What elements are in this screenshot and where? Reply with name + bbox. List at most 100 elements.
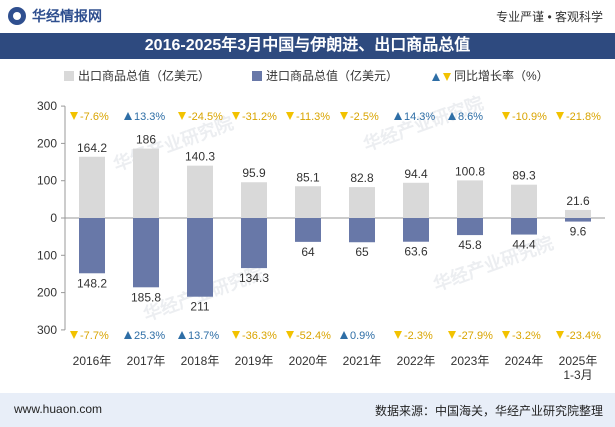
export-value-label: 186 [136,133,156,147]
import-value-label: 9.6 [570,225,587,239]
x-tick-label: 2024年 [505,354,544,368]
legend-growth-label: 同比增长率（%） [454,68,549,83]
import-bar [403,218,429,242]
import-value-label: 134.3 [239,271,269,285]
import-growth-label: 13.7% [188,330,219,342]
footer-url: www.huaon.com [14,402,103,416]
import-growth-down-icon [448,331,456,339]
export-growth-down-icon [340,112,348,120]
legend-down-triangle-icon [443,73,451,81]
import-growth-label: -7.7% [80,330,109,342]
import-growth-up-icon [340,331,348,339]
export-growth-label: -21.8% [566,111,601,123]
import-value-label: 64 [301,245,315,259]
import-bar [295,218,321,242]
import-growth-down-icon [232,331,240,339]
export-value-label: 82.8 [350,171,374,185]
top-bar: 华经情报网 专业严谨 • 客观科学 [0,0,615,33]
import-value-label: 185.8 [131,290,161,304]
import-value-label: 45.8 [458,238,482,252]
x-tick-label: 2016年 [73,354,112,368]
export-value-label: 164.2 [77,141,107,155]
import-growth-label: 25.3% [134,330,165,342]
y-tick-label: 300 [37,323,57,337]
import-bar [79,218,105,274]
import-growth-down-icon [70,331,78,339]
footer-source: 数据来源：中国海关，华经产业研究院整理 [374,404,603,418]
x-tick-label: 2022年 [397,354,436,368]
brand-logo-icon [8,7,26,25]
legend: 出口商品总值（亿美元） 进口商品总值（亿美元） 同比增长率（%） [64,68,549,83]
tagline: 专业严谨 • 客观科学 [496,10,603,24]
x-tick-label: 2017年 [127,354,166,368]
import-growth-up-icon [124,331,132,339]
import-growth-label: -36.3% [242,330,277,342]
export-value-label: 94.4 [404,167,428,181]
export-growth-down-icon [232,112,240,120]
x-tick-label: 2018年 [181,354,220,368]
import-value-label: 148.2 [77,276,107,290]
export-growth-up-icon [124,112,132,120]
legend-export-label: 出口商品总值（亿美元） [78,68,210,83]
import-growth-down-icon [286,331,294,339]
export-growth-label: -10.9% [512,111,547,123]
brand: 华经情报网 [8,6,102,26]
export-value-label: 89.3 [512,169,536,183]
export-value-label: 140.3 [185,150,215,164]
y-tick-label: 200 [37,136,57,150]
import-growth-down-icon [394,331,402,339]
x-tick-label: 2019年 [235,354,274,368]
export-value-label: 95.9 [242,166,266,180]
import-bar [187,218,213,297]
import-value-label: 211 [190,300,209,314]
export-value-label: 21.6 [566,194,590,208]
export-growth-up-icon [394,112,402,120]
export-growth-label: -24.5% [188,111,223,123]
chart-title: 2016-2025年3月中国与伊朗进、出口商品总值 [0,33,615,59]
legend-import-label: 进口商品总值（亿美元） [266,68,398,83]
y-tick-label: 300 [37,99,57,113]
x-tick-label: 1-3月 [563,368,592,382]
export-growth-down-icon [70,112,78,120]
export-growth-label: 13.3% [134,111,165,123]
export-bar [457,180,483,218]
x-tick-label: 2020年 [289,354,328,368]
import-bar [511,218,537,235]
import-bar [349,218,375,243]
export-bar [79,156,105,218]
import-growth-label: -27.9% [458,330,493,342]
x-tick-label: 2025年 [559,354,598,368]
y-tick-label: 200 [37,286,57,300]
export-value-label: 100.8 [455,164,485,178]
y-tick-label: 100 [37,174,57,188]
labels: 164.2 148.2 -7.6% -7.7% 2016年 186 185.8 13.3% 25… [70,111,601,382]
export-growth-up-icon [448,112,456,120]
import-growth-down-icon [502,331,510,339]
import-bar [241,218,267,269]
import-bar [457,218,483,236]
export-growth-label: -7.6% [80,111,109,123]
footer: www.huaon.com 数据来源：中国海关，华经产业研究院整理 [0,393,615,427]
export-bar [133,148,159,218]
export-growth-down-icon [286,112,294,120]
import-growth-label: -3.2% [512,330,541,342]
export-bar [295,186,321,218]
export-bar [511,184,537,218]
import-growth-up-icon [178,331,186,339]
bars [79,148,591,297]
export-bar [349,187,375,218]
export-growth-down-icon [556,112,564,120]
export-bar [565,209,591,218]
import-bar [133,218,159,288]
import-growth-label: -23.4% [566,330,601,342]
brand-name: 华经情报网 [32,8,102,24]
import-bar [565,218,591,222]
y-tick-label: 100 [37,248,57,262]
export-growth-label: -11.3% [296,111,330,123]
legend-export-swatch [64,71,74,81]
x-tick-label: 2021年 [343,354,382,368]
export-bar [187,165,213,218]
export-bar [403,182,429,218]
export-bar [241,182,267,218]
chart: 出口商品总值（亿美元） 进口商品总值（亿美元） 同比增长率（%） 300 200 1… [37,68,605,382]
